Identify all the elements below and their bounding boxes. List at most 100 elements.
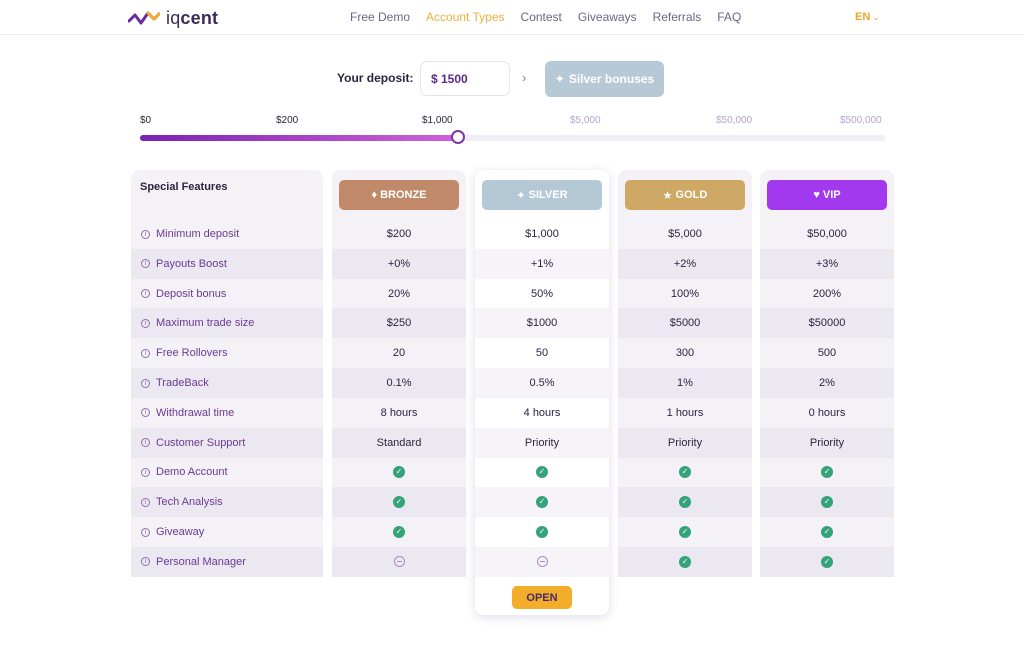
tier-value: $5,000 — [668, 228, 702, 240]
nav-free-demo[interactable]: Free Demo — [350, 10, 411, 24]
check-icon: ✓ — [821, 496, 833, 509]
tier-badge[interactable]: ✦ SILVER — [482, 180, 602, 210]
info-icon[interactable]: i — [141, 497, 150, 507]
tier-value-cell: ✓ — [332, 487, 466, 518]
tier-value-cell: Priority — [618, 427, 752, 458]
tier-value-cell: 4 hours — [475, 398, 609, 428]
tier-value-cell: $250 — [332, 308, 466, 339]
tier-value-cell: $1,000 — [475, 219, 609, 249]
slider-tick-label: $500,000 — [840, 115, 882, 126]
tier-value-cell: 0.1% — [332, 368, 466, 398]
top-navigation-bar: iqcent Free Demo Account Types Contest G… — [0, 0, 1024, 35]
tier-value: 100% — [670, 287, 700, 300]
info-icon[interactable]: i — [141, 318, 150, 328]
logo-icon — [128, 11, 160, 25]
info-icon[interactable]: i — [141, 408, 150, 418]
info-icon[interactable]: i — [141, 527, 150, 537]
info-icon[interactable]: i — [141, 438, 150, 448]
check-icon: ✓ — [393, 466, 405, 479]
open-account-button[interactable]: OPEN — [512, 586, 572, 609]
tier-value: 8 hours — [380, 406, 418, 419]
nav-account-types[interactable]: Account Types — [426, 10, 505, 24]
check-icon: ✓ — [821, 466, 833, 479]
check-icon: ✓ — [679, 496, 691, 509]
tier-value: 50% — [530, 287, 554, 300]
logo[interactable]: iqcent — [128, 7, 218, 29]
feature-row: i Personal Manager — [131, 546, 323, 577]
nav-giveaways[interactable]: Giveaways — [577, 10, 637, 24]
main-nav: Free Demo Account Types Contest Giveaway… — [350, 10, 741, 24]
check-icon: ✓ — [821, 555, 833, 568]
features-column: Special Features i Minimum deposit i Payout… — [131, 170, 323, 577]
feature-label: Minimum deposit — [156, 228, 240, 240]
silver-bonuses-button[interactable]: ✦ Silver bonuses — [545, 61, 664, 97]
tier-value: $1,000 — [525, 228, 559, 240]
tier-badge[interactable]: ★ GOLD — [625, 180, 745, 210]
feature-row: i Withdrawal time — [131, 398, 323, 428]
info-icon[interactable]: i — [141, 557, 150, 567]
tier-value: +3% — [815, 257, 839, 270]
tier-value-cell: ✓ — [618, 517, 752, 547]
tier-value-cell: ✓ — [618, 546, 752, 577]
diamond-icon: ♦ — [371, 189, 378, 201]
star-icon: ★ — [662, 189, 673, 202]
info-icon[interactable]: i — [141, 229, 150, 239]
tier-value-cell: $50000 — [760, 308, 894, 339]
check-icon: ✓ — [679, 466, 691, 479]
tier-value: +2% — [673, 257, 697, 270]
nav-contest[interactable]: Contest — [520, 10, 562, 24]
minus-circle-icon — [536, 556, 548, 568]
tier-name: BRONZE — [380, 189, 427, 201]
deposit-slider-handle[interactable] — [451, 130, 465, 144]
tier-value: Priority — [524, 436, 560, 449]
features-title: Special Features — [140, 181, 228, 193]
feature-label: Customer Support — [156, 436, 246, 449]
tier-value-cell: ✓ — [760, 457, 894, 487]
feature-label: Tech Analysis — [156, 496, 223, 509]
tier-value-cell: 100% — [618, 279, 752, 309]
tier-badge[interactable]: ♦ BRONZE — [339, 180, 459, 210]
tier-value: $50,000 — [807, 228, 847, 240]
logo-text: iqcent — [166, 7, 219, 28]
tier-value-cell: ✓ — [475, 487, 609, 518]
info-icon[interactable]: i — [141, 467, 150, 477]
tier-name: SILVER — [528, 189, 568, 201]
tier-value-cell: 0.5% — [475, 368, 609, 398]
check-icon: ✓ — [679, 526, 691, 538]
tier-value-cell: 20% — [332, 279, 466, 309]
tier-value-cell: ✓ — [760, 546, 894, 577]
tier-name: VIP — [822, 189, 841, 201]
info-icon[interactable]: i — [141, 348, 150, 358]
tier-value: Priority — [667, 436, 703, 449]
feature-row: i Payouts Boost — [131, 248, 323, 279]
tier-name: GOLD — [675, 189, 708, 201]
tier-value: 0.5% — [529, 377, 555, 389]
tier-value: $50000 — [808, 317, 846, 330]
tier-value-cell: ✓ — [332, 517, 466, 547]
sparkle-icon: ✦ — [516, 189, 526, 202]
feature-label: TradeBack — [156, 377, 209, 389]
tier-value-cell: ✓ — [618, 487, 752, 518]
deposit-input[interactable]: $ 1500 — [420, 61, 510, 96]
deposit-slider-track[interactable] — [140, 135, 885, 141]
tier-column-vip: ♥ VIP $50,000 +3% 200% $50000 500 2% 0 hours Prio… — [760, 170, 894, 577]
nav-referrals[interactable]: Referrals — [652, 10, 702, 24]
tier-value-cell: $5,000 — [618, 219, 752, 249]
tier-badge[interactable]: ♥ VIP — [767, 180, 887, 210]
info-icon[interactable]: i — [141, 289, 150, 299]
info-icon[interactable]: i — [141, 378, 150, 388]
nav-faq[interactable]: FAQ — [717, 10, 742, 24]
feature-label: Personal Manager — [156, 555, 246, 568]
tier-value: 300 — [675, 347, 695, 360]
tier-value: 50 — [535, 347, 549, 360]
tier-column-bronze: ♦ BRONZE $200 +0% 20% $250 20 0.1% 8 hours Standa… — [332, 170, 466, 577]
tier-value-cell: ✓ — [618, 457, 752, 487]
tier-value-cell — [475, 546, 609, 577]
feature-label: Maximum trade size — [156, 317, 255, 330]
feature-label: Payouts Boost — [156, 257, 227, 270]
tier-column-silver: ✦ SILVER $1,000 +1% 50% $1000 50 0.5% 4 hours Pri… — [475, 170, 609, 615]
feature-label: Giveaway — [156, 526, 205, 538]
feature-row: i Deposit bonus — [131, 279, 323, 309]
info-icon[interactable]: i — [141, 259, 150, 269]
language-selector[interactable]: EN ⌄ — [855, 11, 880, 23]
